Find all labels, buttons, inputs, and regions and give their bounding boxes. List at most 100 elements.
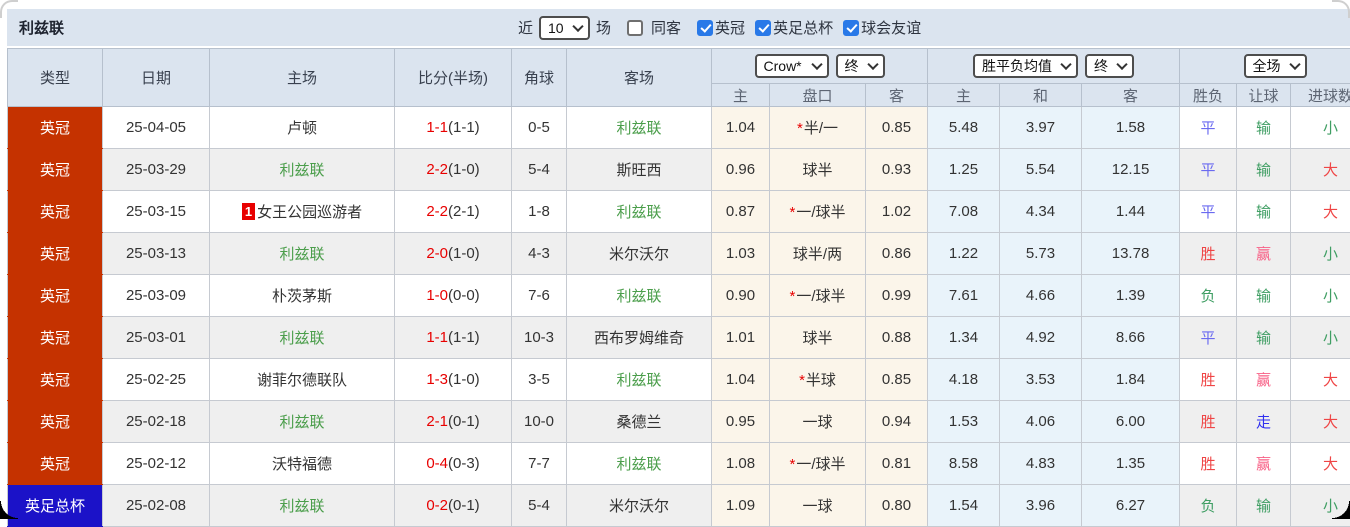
away-team-link[interactable]: 利兹联	[616, 372, 661, 389]
col-header-home: 主场	[210, 49, 395, 107]
corners-cell: 5-4	[512, 149, 567, 191]
scope-select-wrap: 全场	[1244, 54, 1307, 78]
filter-checkbox[interactable]	[843, 20, 859, 36]
match-type-cell: 英冠	[8, 443, 103, 485]
mean-draw-cell: 4.83	[1000, 443, 1082, 485]
mean-time-select[interactable]: 终	[1085, 54, 1134, 78]
away-team-link[interactable]: 斯旺西	[616, 162, 661, 179]
odds-company-select[interactable]: Crow*	[755, 54, 829, 78]
mean-type-select[interactable]: 胜平负均值	[973, 54, 1078, 78]
away-odds-cell: 0.88	[866, 317, 928, 359]
home-team-link[interactable]: 朴茨茅斯	[272, 288, 332, 305]
same-away-label: 同客	[651, 17, 681, 38]
mean-away-cell: 6.27	[1082, 485, 1180, 527]
filter-checkbox[interactable]	[697, 20, 713, 36]
halftime-score: (0-0)	[448, 287, 480, 304]
mean-home-cell: 1.34	[928, 317, 1000, 359]
filter-label: 球会友谊	[861, 17, 921, 38]
away-team-cell: 桑德兰	[567, 401, 712, 443]
window-corner-bottom-left	[0, 501, 18, 519]
handicap-cell: *半/一	[770, 107, 866, 149]
away-team-cell: 利兹联	[567, 275, 712, 317]
handicap-cell: *一/球半	[770, 443, 866, 485]
home-odds-cell: 1.03	[712, 233, 770, 275]
date-cell: 25-03-29	[103, 149, 210, 191]
home-team-link[interactable]: 利兹联	[279, 162, 324, 179]
mean-draw-cell: 5.54	[1000, 149, 1082, 191]
away-odds-cell: 0.93	[866, 149, 928, 191]
mean-draw-cell: 3.96	[1000, 485, 1082, 527]
scope-select[interactable]: 全场	[1244, 54, 1307, 78]
panel-header: 利兹联 近 10 场 同客 英冠英足总杯球会友谊	[7, 9, 1350, 46]
match-type-cell: 英冠	[8, 359, 103, 401]
sub-header-mean-away: 客	[1082, 84, 1180, 107]
date-cell: 25-02-25	[103, 359, 210, 401]
away-team-link[interactable]: 利兹联	[616, 120, 661, 137]
home-odds-cell: 1.04	[712, 107, 770, 149]
header-group-row: 类型 日期 主场 比分(半场) 角球 客场 Crow*	[8, 49, 1350, 84]
away-odds-cell: 1.02	[866, 191, 928, 233]
handicap-result-cell: 输	[1237, 191, 1291, 233]
mean-draw-cell: 3.53	[1000, 359, 1082, 401]
date-cell: 25-03-13	[103, 233, 210, 275]
away-team-link[interactable]: 桑德兰	[616, 414, 661, 431]
window-corner-top-left	[0, 0, 18, 18]
home-team-link[interactable]: 利兹联	[279, 246, 324, 263]
fulltime-score: 1-1	[426, 119, 448, 136]
halftime-score: (2-1)	[448, 203, 480, 220]
mean-type-select-wrap: 胜平负均值	[973, 54, 1078, 78]
mean-draw-cell: 3.97	[1000, 107, 1082, 149]
away-odds-cell: 0.86	[866, 233, 928, 275]
date-cell: 25-03-09	[103, 275, 210, 317]
home-team-link[interactable]: 利兹联	[279, 498, 324, 515]
mean-home-cell: 1.53	[928, 401, 1000, 443]
handicap-cell: 球半	[770, 149, 866, 191]
result-cell: 平	[1180, 107, 1237, 149]
window-corner-top-right	[1332, 0, 1350, 18]
home-team-link[interactable]: 利兹联	[279, 330, 324, 347]
filter-checkbox[interactable]	[755, 20, 771, 36]
home-team-cell: 朴茨茅斯	[210, 275, 395, 317]
handicap-result-cell: 输	[1237, 485, 1291, 527]
halftime-score: (1-1)	[448, 119, 480, 136]
away-team-cell: 利兹联	[567, 443, 712, 485]
date-cell: 25-02-08	[103, 485, 210, 527]
mean-away-cell: 1.39	[1082, 275, 1180, 317]
home-odds-cell: 1.09	[712, 485, 770, 527]
corners-cell: 5-4	[512, 485, 567, 527]
home-team-link[interactable]: 利兹联	[279, 414, 324, 431]
home-team-link[interactable]: 谢菲尔德联队	[257, 372, 347, 389]
away-team-cell: 利兹联	[567, 107, 712, 149]
home-team-link[interactable]: 沃特福德	[272, 456, 332, 473]
away-team-link[interactable]: 利兹联	[616, 456, 661, 473]
odds-time-select[interactable]: 终	[836, 54, 885, 78]
home-team-link[interactable]: 女王公园巡游者	[257, 204, 362, 221]
sub-header-mean-draw: 和	[1000, 84, 1082, 107]
mean-away-cell: 6.00	[1082, 401, 1180, 443]
score-cell: 1-3(1-0)	[395, 359, 512, 401]
mean-draw-cell: 4.06	[1000, 401, 1082, 443]
away-team-link[interactable]: 利兹联	[616, 288, 661, 305]
filter-label: 英足总杯	[773, 17, 833, 38]
corners-cell: 10-0	[512, 401, 567, 443]
away-team-link[interactable]: 米尔沃尔	[609, 498, 669, 515]
halftime-score: (1-0)	[448, 161, 480, 178]
home-team-link[interactable]: 卢顿	[287, 120, 317, 137]
away-team-link[interactable]: 西布罗姆维奇	[594, 330, 684, 347]
handicap-text: 球半/两	[793, 246, 842, 263]
date-cell: 25-02-18	[103, 401, 210, 443]
corners-cell: 7-7	[512, 443, 567, 485]
handicap-result-cell: 输	[1237, 107, 1291, 149]
team-title: 利兹联	[19, 17, 64, 38]
recent-count-select[interactable]: 10	[539, 16, 590, 40]
away-team-link[interactable]: 米尔沃尔	[609, 246, 669, 263]
away-team-link[interactable]: 利兹联	[616, 204, 661, 221]
same-away-checkbox[interactable]	[627, 20, 643, 36]
handicap-text: 一球	[802, 498, 832, 515]
